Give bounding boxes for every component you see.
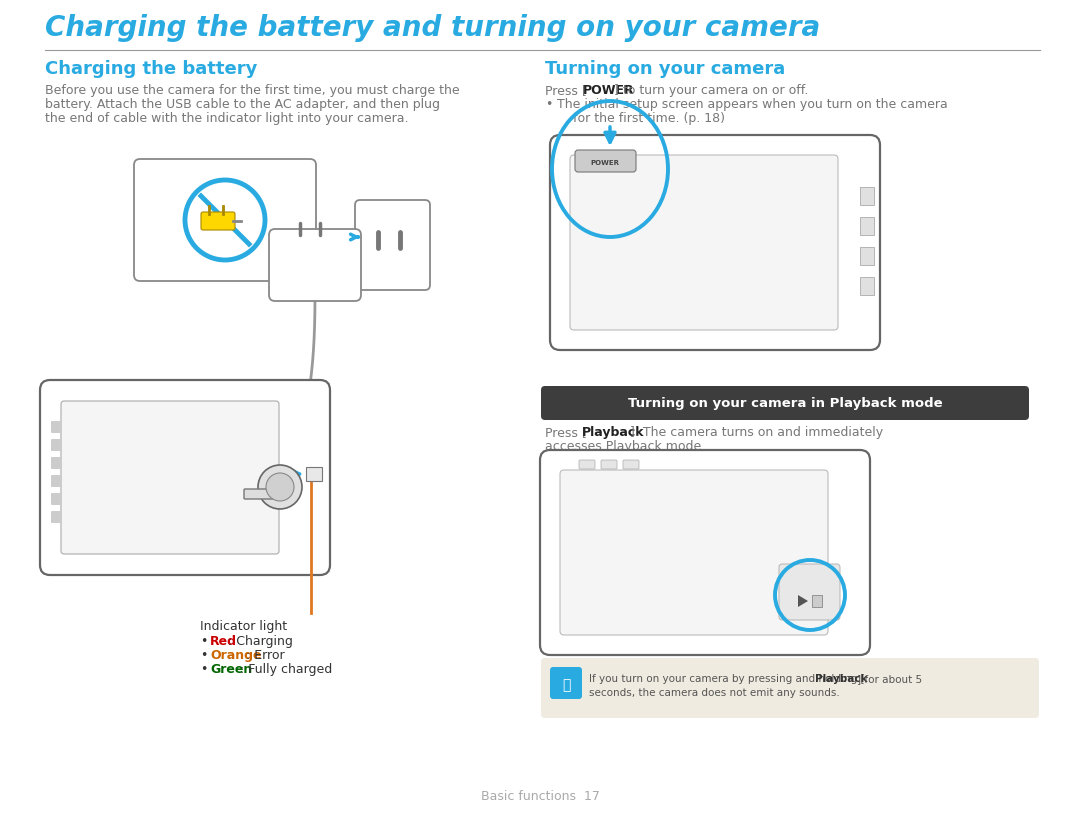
Text: Orange: Orange — [210, 649, 261, 662]
FancyBboxPatch shape — [40, 380, 330, 575]
Text: Basic functions  17: Basic functions 17 — [481, 790, 599, 803]
Text: Turning on your camera: Turning on your camera — [545, 60, 785, 78]
Bar — [812, 595, 822, 607]
Bar — [860, 247, 874, 265]
Text: •: • — [545, 98, 552, 111]
Text: : Error: : Error — [246, 649, 285, 662]
FancyBboxPatch shape — [355, 200, 430, 290]
Text: Charging the battery: Charging the battery — [45, 60, 257, 78]
FancyBboxPatch shape — [540, 450, 870, 655]
Text: •: • — [200, 635, 207, 648]
Text: seconds, the camera does not emit any sounds.: seconds, the camera does not emit any so… — [589, 688, 840, 698]
FancyBboxPatch shape — [244, 489, 276, 499]
Text: for the first time. (p. 18): for the first time. (p. 18) — [557, 112, 725, 125]
Text: Press [: Press [ — [545, 426, 586, 439]
FancyBboxPatch shape — [134, 159, 316, 281]
FancyBboxPatch shape — [541, 386, 1029, 420]
FancyBboxPatch shape — [51, 457, 60, 469]
Text: Before you use the camera for the first time, you must charge the: Before you use the camera for the first … — [45, 84, 460, 97]
Text: ] for about 5: ] for about 5 — [856, 674, 922, 684]
Text: •: • — [200, 649, 207, 662]
Bar — [306, 467, 322, 481]
FancyBboxPatch shape — [579, 460, 595, 469]
Text: Playback: Playback — [582, 426, 645, 439]
Bar — [860, 217, 874, 235]
FancyBboxPatch shape — [550, 135, 880, 350]
FancyBboxPatch shape — [623, 460, 639, 469]
Text: the end of cable with the indicator light into your camera.: the end of cable with the indicator ligh… — [45, 112, 408, 125]
Text: Red: Red — [210, 635, 237, 648]
Polygon shape — [798, 595, 808, 607]
FancyBboxPatch shape — [201, 212, 235, 230]
Bar — [860, 187, 874, 205]
Text: Press [: Press [ — [545, 84, 586, 97]
Text: The initial setup screen appears when you turn on the camera: The initial setup screen appears when yo… — [557, 98, 948, 111]
FancyBboxPatch shape — [561, 470, 828, 635]
Bar — [860, 277, 874, 295]
FancyBboxPatch shape — [600, 460, 617, 469]
FancyBboxPatch shape — [51, 421, 60, 433]
Circle shape — [266, 473, 294, 501]
Circle shape — [258, 465, 302, 509]
FancyBboxPatch shape — [60, 401, 279, 554]
Text: Turning on your camera in Playback mode: Turning on your camera in Playback mode — [627, 397, 943, 409]
Text: : Fully charged: : Fully charged — [240, 663, 333, 676]
Text: •: • — [200, 663, 207, 676]
FancyBboxPatch shape — [541, 658, 1039, 718]
FancyBboxPatch shape — [269, 229, 361, 301]
Text: ] to turn your camera on or off.: ] to turn your camera on or off. — [613, 84, 808, 97]
FancyBboxPatch shape — [51, 493, 60, 505]
FancyBboxPatch shape — [779, 564, 840, 620]
Text: Green: Green — [210, 663, 253, 676]
FancyBboxPatch shape — [51, 475, 60, 487]
Text: accesses Playback mode.: accesses Playback mode. — [545, 440, 705, 453]
Text: Indicator light: Indicator light — [200, 620, 287, 633]
Polygon shape — [308, 227, 335, 245]
Text: POWER: POWER — [583, 84, 634, 97]
FancyBboxPatch shape — [51, 511, 60, 523]
Text: POWER: POWER — [591, 160, 620, 166]
Text: battery. Attach the USB cable to the AC adapter, and then plug: battery. Attach the USB cable to the AC … — [45, 98, 440, 111]
Text: Playback: Playback — [815, 674, 868, 684]
FancyBboxPatch shape — [51, 439, 60, 451]
Text: Charging the battery and turning on your camera: Charging the battery and turning on your… — [45, 14, 820, 42]
Text: If you turn on your camera by pressing and holding [: If you turn on your camera by pressing a… — [589, 674, 865, 684]
FancyBboxPatch shape — [550, 667, 582, 699]
FancyBboxPatch shape — [570, 155, 838, 330]
Text: ]. The camera turns on and immediately: ]. The camera turns on and immediately — [630, 426, 883, 439]
Text: 📷: 📷 — [562, 678, 570, 692]
Text: : Charging: : Charging — [228, 635, 293, 648]
FancyBboxPatch shape — [575, 150, 636, 172]
